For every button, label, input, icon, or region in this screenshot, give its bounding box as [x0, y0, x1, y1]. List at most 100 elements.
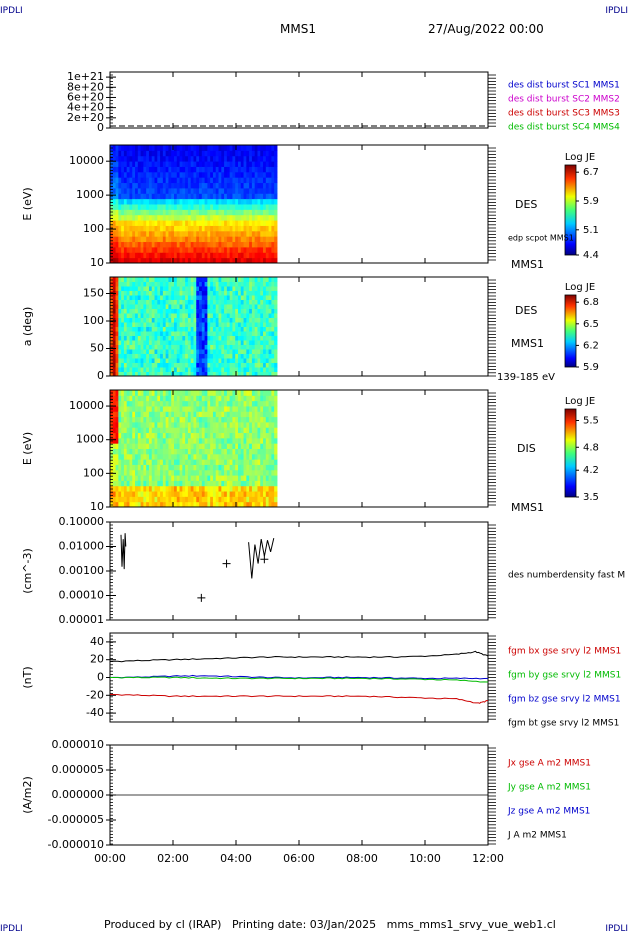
heatmap-cell: [115, 358, 119, 363]
heatmap-cell: [148, 257, 153, 264]
heatmap-cell: [251, 367, 256, 372]
heatmap-cell: [237, 230, 242, 237]
heatmap-cell: [207, 469, 211, 476]
heatmap-cell: [221, 230, 225, 237]
heatmap-cell: [196, 182, 200, 189]
heatmap-cell: [185, 453, 189, 460]
heatmap-cell: [176, 155, 181, 162]
heatmap-cell: [246, 322, 250, 327]
heatmap-cell: [173, 358, 178, 363]
heatmap-cell: [143, 322, 147, 327]
heatmap-cell: [212, 166, 217, 173]
heatmap-cell: [210, 230, 214, 237]
heatmap-cell: [237, 367, 242, 372]
heatmap-cell: [160, 390, 164, 396]
heatmap-cell: [221, 501, 225, 508]
heatmap-cell: [157, 480, 161, 487]
heatmap-cell: [263, 322, 267, 327]
heatmap-cell: [171, 281, 175, 287]
heatmap-cell: [160, 395, 164, 402]
heatmap-cell: [263, 340, 267, 345]
heatmap-cell: [160, 448, 164, 455]
heatmap-cell: [165, 432, 169, 439]
heatmap-cell: [179, 225, 183, 232]
heatmap-cell: [240, 485, 245, 492]
y-tick-label: 100: [83, 314, 104, 327]
heatmap-cell: [201, 241, 206, 248]
heatmap-cell: [229, 475, 233, 481]
heatmap-cell: [129, 187, 133, 194]
heatmap-cell: [226, 257, 231, 264]
legend-entry: fgm bx gse srvy l2 MMS1: [508, 647, 621, 657]
heatmap-cell: [187, 416, 192, 423]
heatmap-cell: [168, 326, 172, 332]
heatmap-cell: [196, 277, 200, 282]
heatmap-cell: [132, 308, 136, 314]
heatmap-cell: [263, 480, 267, 487]
heatmap-cell: [179, 187, 183, 194]
heatmap-cell: [137, 358, 142, 363]
heatmap-cell: [146, 313, 150, 318]
heatmap-cell: [268, 187, 272, 194]
heatmap-cell: [229, 308, 233, 314]
heatmap-cell: [121, 317, 125, 323]
heatmap-cell: [112, 236, 117, 243]
heatmap-cell: [182, 295, 186, 300]
heatmap-cell: [210, 295, 214, 300]
heatmap-cell: [243, 286, 247, 291]
heatmap-cell: [271, 171, 275, 178]
heatmap-cell: [132, 405, 136, 412]
heatmap-cell: [137, 335, 142, 341]
heatmap-cell: [210, 299, 214, 305]
heatmap-cell: [271, 150, 275, 157]
heatmap-cell: [265, 236, 270, 243]
heatmap-cell: [129, 353, 133, 359]
heatmap-cell: [176, 395, 181, 402]
heatmap-cell: [143, 331, 147, 336]
heatmap-cell: [118, 437, 122, 444]
heatmap-cell: [140, 362, 144, 368]
heatmap-cell: [151, 308, 156, 314]
heatmap-cell: [168, 353, 172, 359]
heatmap-cell: [160, 421, 164, 428]
heatmap-cell: [179, 299, 183, 305]
heatmap-cell: [199, 480, 203, 487]
heatmap-cell: [176, 209, 181, 216]
heatmap-cell: [140, 485, 144, 492]
heatmap-cell: [162, 230, 167, 237]
heatmap-cell: [126, 230, 130, 237]
heatmap-cell: [226, 344, 231, 350]
heatmap-cell: [171, 459, 175, 465]
heatmap-cell: [168, 281, 172, 287]
y-axis-label: E (eV): [21, 187, 34, 220]
heatmap-cell: [190, 432, 194, 439]
heatmap-cell: [254, 236, 258, 243]
heatmap-cell: [249, 230, 253, 237]
heatmap-cell: [140, 480, 144, 487]
heatmap-cell: [154, 367, 158, 372]
heatmap-cell: [224, 340, 228, 345]
heatmap-cell: [151, 322, 156, 327]
heatmap-cell: [249, 475, 253, 481]
heatmap-cell: [126, 326, 130, 332]
heatmap-cell: [110, 198, 114, 205]
heatmap-cell: [210, 193, 214, 200]
heatmap-cell: [193, 340, 197, 345]
heatmap-cell: [243, 421, 247, 428]
heatmap-cell: [126, 225, 130, 232]
heatmap-cell: [115, 432, 119, 439]
heatmap-cell: [210, 432, 214, 439]
heatmap-cell: [151, 304, 156, 309]
heatmap-cell: [257, 187, 261, 194]
heatmap-cell: [151, 371, 156, 377]
colorbar-title: Log JE: [565, 282, 595, 293]
heatmap-cell: [224, 286, 228, 291]
heatmap-cell: [118, 230, 122, 237]
heatmap-cell: [126, 290, 130, 296]
heatmap-cell: [232, 475, 236, 481]
heatmap-cell: [146, 501, 150, 508]
heatmap-cell: [224, 405, 228, 412]
heatmap-cell: [176, 501, 181, 508]
heatmap-cell: [173, 230, 178, 237]
heatmap-cell: [201, 150, 206, 157]
